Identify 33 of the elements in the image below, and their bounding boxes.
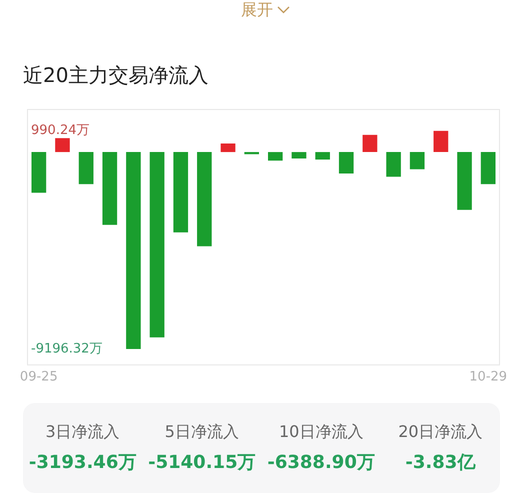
bar (410, 152, 425, 170)
bar (55, 138, 70, 152)
bar (78, 152, 94, 184)
bar (338, 152, 354, 174)
x-tick-label: 10-29 (469, 370, 508, 385)
text: -5140.15万 (147, 451, 257, 475)
bar (173, 152, 188, 232)
y-tick-label: -9196.32万 (31, 341, 102, 356)
y-tick-label: 990.24万 (31, 123, 90, 138)
bar (434, 130, 448, 152)
text: 3日净流入 (44, 421, 121, 443)
text: -3.83亿 (404, 451, 476, 475)
x-tick-label: 09-25 (20, 370, 58, 385)
bar (102, 152, 118, 225)
bar (150, 152, 164, 338)
text: 展开 (241, 0, 273, 20)
text: -6388.90万 (266, 451, 376, 475)
bar (197, 152, 212, 246)
text: -3193.46万 (28, 451, 138, 475)
text: 5日净流入 (164, 421, 240, 443)
bar (126, 152, 141, 350)
bar (480, 152, 496, 184)
text: 20日净流入 (397, 421, 484, 443)
bar (31, 152, 46, 193)
bar (220, 143, 236, 152)
bar (268, 152, 283, 161)
chart-title: 近20主力交易净流入 (23, 62, 208, 89)
bar (386, 152, 401, 177)
bar (362, 134, 378, 152)
bar (457, 152, 472, 210)
bar (315, 152, 330, 160)
text: 10日净流入 (278, 421, 364, 443)
bar (292, 152, 306, 158)
